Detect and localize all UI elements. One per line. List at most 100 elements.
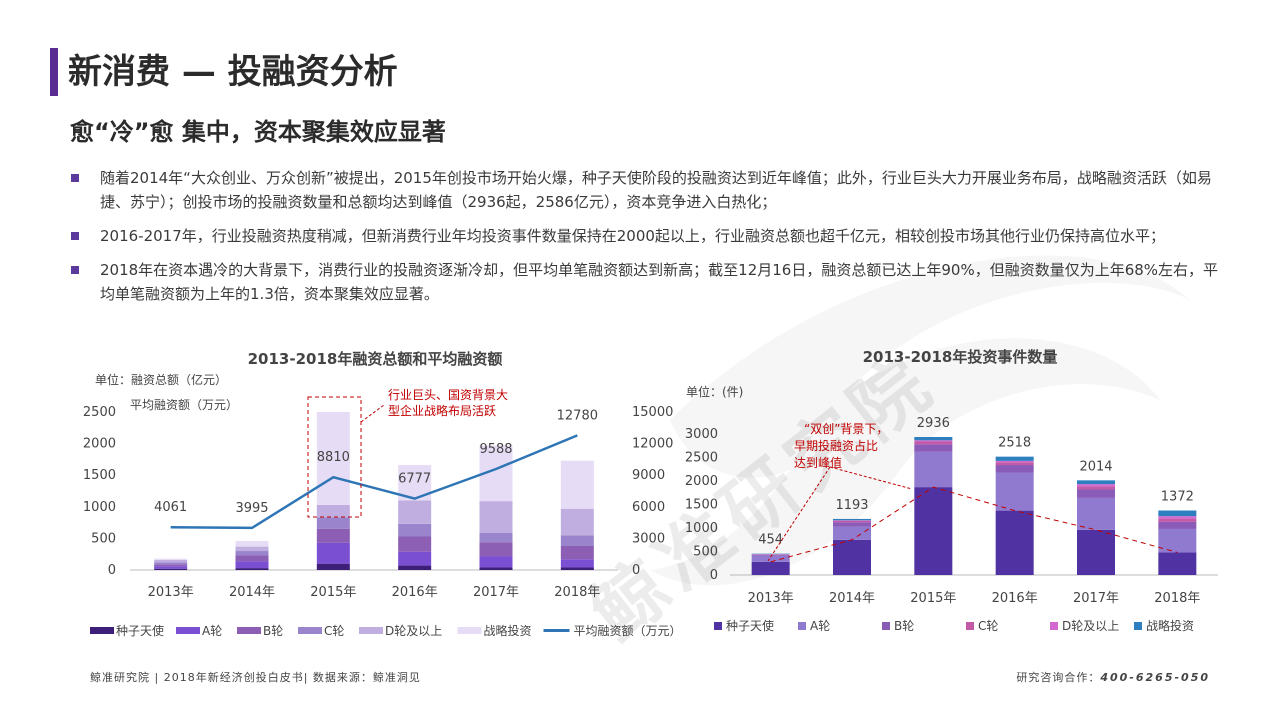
y-tick-label: 3000: [685, 427, 718, 442]
bar-segment: [235, 551, 269, 556]
x-tick-label: 2014年: [829, 591, 875, 606]
bullet-item: 2018年在资本遇冷的大背景下，消费行业的投融资逐渐冷却，但平均单笔融资额达到新…: [70, 258, 1220, 306]
line-data-label: 8810: [317, 450, 350, 465]
bar-segment: [833, 539, 871, 575]
y-tick-label: 2500: [685, 451, 718, 466]
bar-segment: [398, 551, 432, 566]
bar-segment: [479, 542, 513, 557]
bar-segment: [154, 562, 188, 565]
avg-funding-line: [170, 434, 578, 530]
bar-segment: [833, 520, 871, 521]
bar-segment: [316, 542, 350, 564]
x-tick-label: 2013年: [748, 591, 794, 606]
legend-swatch: [882, 622, 890, 630]
bar-total-label: 1193: [835, 498, 868, 513]
bar-segment: [1077, 489, 1115, 498]
legend-swatch: [90, 627, 114, 634]
annotation-connector: [360, 404, 385, 423]
bullet-square-icon: [71, 232, 79, 240]
bar-segment: [235, 555, 269, 562]
x-tick-label: 2017年: [1073, 591, 1119, 606]
bar-segment: [833, 522, 871, 527]
bar-segment: [995, 510, 1034, 575]
bar-segment: [751, 555, 790, 562]
bar-segment: [398, 523, 432, 537]
bar-segment: [1077, 480, 1115, 485]
y-tick-label-right: 0: [632, 563, 640, 578]
x-tick-label: 2018年: [1154, 591, 1200, 606]
bar-total-label: 2518: [998, 436, 1031, 451]
bar-segment: [1077, 486, 1115, 490]
footer-source: 鲸准研究院 | 2018年新经济创投白皮书| 数据来源：鲸准洞见: [90, 671, 421, 684]
y-tick-label-right: 6000: [632, 500, 665, 515]
bar-segment: [995, 460, 1034, 463]
annotation-text: 达到峰值: [794, 455, 842, 470]
legend-swatch: [714, 622, 722, 630]
y-tick-label: 2500: [83, 405, 116, 420]
y-axis-right: 0 3000 6000 9000 12000 15000: [632, 405, 673, 578]
bar-segment: [995, 472, 1034, 511]
bar-segment: [1158, 518, 1197, 522]
bar-segment: [479, 556, 513, 568]
bar-segment: [914, 441, 953, 445]
legend-swatch: [1050, 622, 1058, 630]
bar-segment: [1077, 497, 1115, 530]
bar-segment: [914, 437, 953, 441]
bar-segment: [995, 456, 1034, 461]
bar-segment: [235, 540, 269, 547]
y-tick-label: 2000: [685, 474, 718, 489]
bar-segment: [1158, 552, 1197, 575]
bar-segment: [560, 567, 594, 570]
bar-segment: [1158, 516, 1197, 519]
investment-events-chart: 2013-2018年投资事件数量 单位：(件) 0 500 1000 1500 2000…: [685, 348, 1218, 633]
y-tick-label-right: 12000: [632, 437, 673, 452]
line-data-label: 4061: [154, 500, 187, 515]
legend-swatch: [237, 627, 261, 634]
bar-segment: [398, 500, 432, 524]
chart-title: 2013-2018年融资总额和平均融资额: [248, 350, 503, 368]
bar-segment: [154, 558, 188, 560]
x-tick-label: 2015年: [310, 585, 356, 600]
legend-label: 战略投资: [1146, 618, 1194, 633]
bullet-square-icon: [71, 174, 79, 182]
y-tick-label: 1000: [83, 500, 116, 515]
legend-label: C轮: [978, 619, 998, 633]
legend-label: A轮: [202, 624, 222, 638]
annotation-text: “双创”背景下，: [804, 422, 888, 436]
bar-segment: [560, 508, 594, 536]
y-tick-label-right: 3000: [632, 531, 665, 546]
footer-contact-label: 研究咨询合作：: [1016, 671, 1101, 684]
bar-segment: [316, 517, 350, 529]
bar-segment: [316, 528, 350, 543]
bar-total-label: 2936: [917, 416, 950, 431]
annotation-text: 行业巨头、国资背景大: [388, 388, 508, 402]
y-axis-left: 0 500 1000 1500 2000 2500: [83, 405, 116, 578]
unit-label: 单位：(件): [686, 384, 743, 399]
y-tick-label: 0: [710, 568, 718, 583]
bar-segment: [1077, 529, 1115, 575]
y-tick-label: 500: [91, 531, 116, 546]
chart-title: 2013-2018年投资事件数量: [863, 348, 1058, 366]
bar-segment: [154, 559, 188, 563]
y-tick-label: 1500: [83, 468, 116, 483]
x-tick-label: 2016年: [392, 585, 438, 600]
annotation-text: 型企业战略布局活跃: [388, 403, 496, 418]
bar-segment: [154, 568, 188, 570]
bar-segment: [560, 559, 594, 568]
footer-phone: 400-6265-050: [1100, 671, 1210, 684]
bar-segment: [154, 566, 188, 569]
legend-label: 平均融资额（万元）: [574, 624, 681, 638]
y-tick-label: 2000: [83, 437, 116, 452]
funding-amount-chart: 2013-2018年融资总额和平均融资额 单位：融资总额（亿元） 平均融资额（万…: [83, 350, 681, 638]
bar-segment: [235, 546, 269, 552]
line-data-label: 12780: [557, 408, 598, 423]
bar-total-label: 454: [758, 533, 783, 548]
legend-label: B轮: [894, 619, 914, 633]
x-tick-label: 2017年: [473, 585, 519, 600]
bar-segment: [1077, 484, 1115, 487]
bar-segment: [316, 563, 350, 570]
bar-segment: [833, 526, 871, 540]
page-title: 新消费 — 投融资分析: [68, 52, 398, 92]
bar-total-label: 2014: [1079, 459, 1112, 474]
bar-segment: [833, 518, 871, 521]
